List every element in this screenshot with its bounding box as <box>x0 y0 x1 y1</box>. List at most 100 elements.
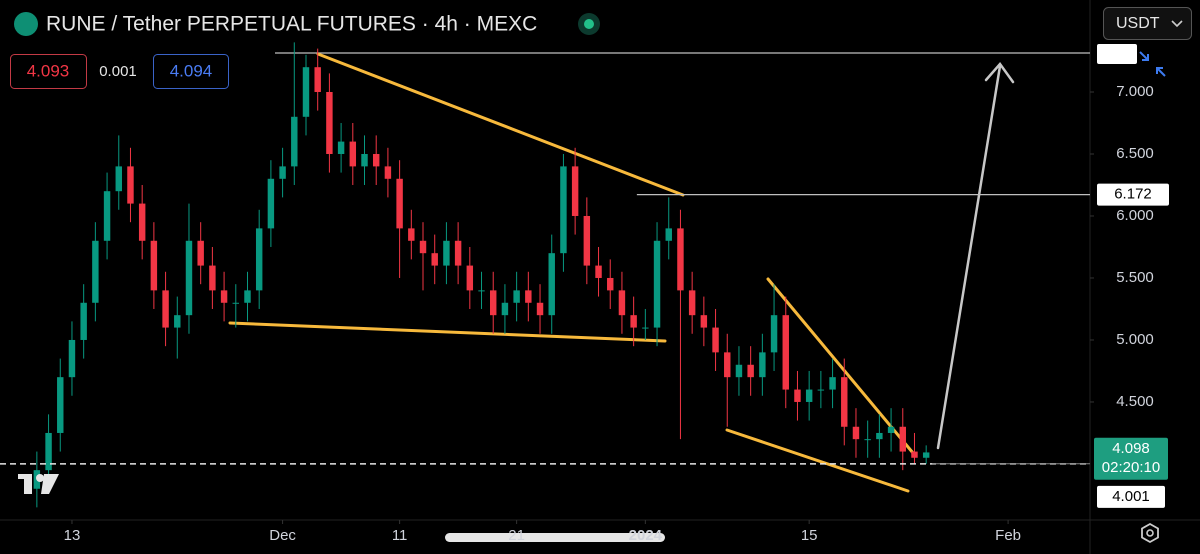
marked-low-label: 4.001 <box>1112 488 1150 505</box>
candle-body <box>372 153 380 167</box>
candle-body <box>747 364 754 378</box>
settings-icon[interactable] <box>1141 522 1159 544</box>
candle-body <box>396 178 403 229</box>
trendline <box>316 52 685 197</box>
candle-body <box>279 166 286 179</box>
currency-label[interactable]: USDT <box>1116 15 1160 32</box>
candle-body <box>209 265 216 291</box>
candle-body <box>197 240 204 266</box>
candle-body <box>618 290 626 316</box>
candle-body <box>911 451 918 458</box>
dropdown-caret <box>1171 20 1183 28</box>
candle-body <box>852 426 860 440</box>
candle-body <box>642 327 649 329</box>
candle-body <box>536 302 544 316</box>
arrow-head <box>984 61 1015 84</box>
candle-body <box>501 302 509 316</box>
candle-body <box>150 240 158 291</box>
candle-body <box>817 389 825 391</box>
x-tick-label: 21 <box>508 527 525 544</box>
candle-body <box>607 277 614 291</box>
candle-body <box>770 315 778 353</box>
candle-body <box>712 327 719 353</box>
candle-body <box>653 240 661 328</box>
candle-body <box>68 339 76 378</box>
y-tick-label: 7.000 <box>1116 83 1154 100</box>
candle-body <box>665 228 672 241</box>
logo-part <box>41 474 59 494</box>
ask-price[interactable]: 4.094 <box>170 61 213 80</box>
candle-body <box>127 166 134 204</box>
candle-body <box>922 452 930 458</box>
candle-body <box>302 67 310 117</box>
arrow-shaft <box>936 64 1002 450</box>
x-tick-label: 15 <box>801 527 818 544</box>
candle-body <box>466 265 474 291</box>
candle-body <box>805 389 813 402</box>
candle-body <box>45 432 52 471</box>
target-arrow <box>936 61 1015 450</box>
candle-body <box>583 215 591 266</box>
candle-body <box>630 315 637 328</box>
candle-body <box>876 432 883 440</box>
tv-logo <box>18 474 59 494</box>
candle-body <box>80 302 87 340</box>
logo-part <box>24 474 32 494</box>
candle-body <box>759 352 766 378</box>
candle-body <box>841 377 848 427</box>
candle-body <box>829 377 836 390</box>
candle-body <box>513 290 520 303</box>
candle-body <box>864 439 871 441</box>
candle-body <box>138 203 146 241</box>
y-tick-label: 6.000 <box>1116 207 1154 224</box>
x-tick-label: 11 <box>392 527 408 544</box>
symbol-icon <box>14 12 38 36</box>
candle-body <box>92 240 99 303</box>
candle-body <box>490 290 497 316</box>
candle-body <box>454 240 462 266</box>
x-tick-label: Dec <box>269 527 296 544</box>
ask-box[interactable] <box>153 54 229 89</box>
candle-body <box>384 166 392 179</box>
home-indicator <box>445 533 665 542</box>
candle-body <box>677 228 684 291</box>
candle-body <box>595 265 602 278</box>
candle-body <box>103 191 111 241</box>
trendline <box>725 428 910 493</box>
last-price-tag <box>1094 437 1168 480</box>
bid-price[interactable]: 4.093 <box>27 61 70 80</box>
candle-body <box>431 253 438 266</box>
collapse-icon[interactable] <box>1139 51 1166 77</box>
y-tick-label: 5.000 <box>1116 331 1154 348</box>
bid-box[interactable] <box>10 54 87 89</box>
candle-body <box>548 253 555 316</box>
status-dot <box>584 19 594 29</box>
x-tick-label: 13 <box>64 527 81 544</box>
x-tick-label: Feb <box>995 527 1021 544</box>
currency-button[interactable] <box>1103 7 1192 40</box>
candle-body <box>57 377 64 433</box>
trendline <box>766 277 915 455</box>
y-tick-label: 5.500 <box>1116 269 1154 286</box>
x-tick-label: 2024 <box>629 527 663 544</box>
spread: 0.001 <box>99 63 137 80</box>
candle-body <box>688 290 696 316</box>
candle-body <box>174 315 181 328</box>
logo-part <box>36 474 44 482</box>
candle-body <box>700 315 708 328</box>
marked-low-tag <box>1097 485 1165 508</box>
candle-body <box>419 240 427 254</box>
candle-body <box>560 166 567 254</box>
candle-body <box>794 389 801 402</box>
plot-area <box>33 42 930 508</box>
candle-body <box>735 364 743 378</box>
collapse-arrows <box>1139 51 1166 77</box>
candle-body <box>478 290 485 292</box>
countdown: 02:20:10 <box>1102 459 1160 476</box>
candle-body <box>326 91 333 154</box>
y-tick-label: 6.500 <box>1116 145 1154 162</box>
candle-body <box>115 166 122 192</box>
level-label: 6.172 <box>1114 186 1152 203</box>
